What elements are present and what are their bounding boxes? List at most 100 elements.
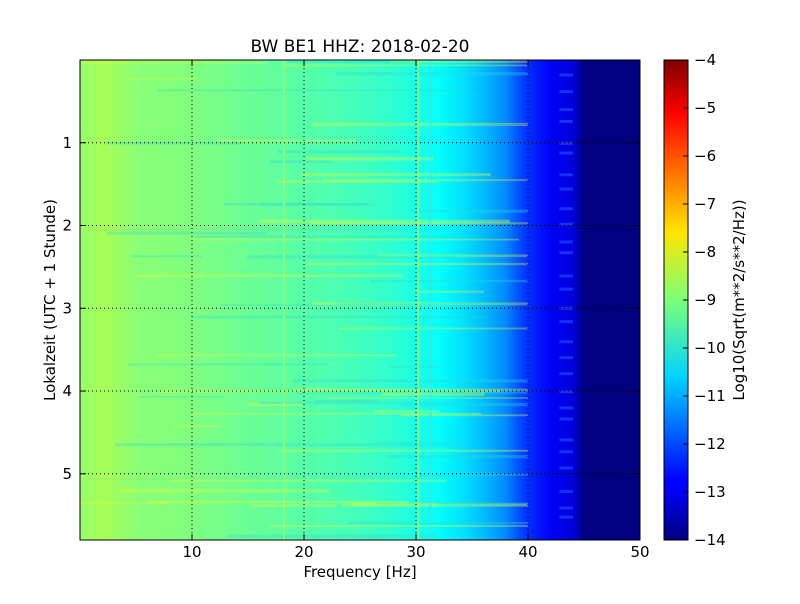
time-band (306, 157, 434, 161)
high-freq-band (559, 515, 573, 519)
time-band (336, 72, 528, 76)
x-tick-label: 10 (182, 543, 201, 561)
y-tick-label: 5 (62, 465, 72, 483)
colorbar-tick-label: −13 (694, 483, 726, 501)
time-band (311, 302, 528, 306)
colorbar: −4 −5 −6 −7 −8 −9 −10 −11 −12 −13 −14 Log10(Sqrt(m… (663, 51, 748, 549)
high-freq-band (559, 306, 573, 310)
frequency-artifacts (283, 60, 432, 540)
time-band (250, 504, 337, 507)
time-band (190, 315, 489, 319)
high-freq-band (559, 356, 573, 360)
time-band (377, 502, 528, 506)
time-band (277, 150, 401, 154)
high-freq-band (559, 417, 573, 421)
time-band (170, 479, 447, 482)
time-band (277, 180, 440, 183)
time-band (128, 363, 327, 366)
time-band (172, 425, 221, 427)
colorbar-ticks: −4 −5 −6 −7 −8 −9 −10 −11 −12 −13 −14 (683, 51, 726, 549)
chart-title: BW BE1 HHZ: 2018-02-20 (250, 37, 469, 57)
time-band (283, 64, 528, 67)
x-tick-label: 40 (518, 543, 537, 561)
high-freq-band (559, 173, 573, 177)
time-band (258, 219, 510, 223)
y-axis: 1 2 3 4 5 (62, 134, 640, 483)
high-freq-band (559, 320, 573, 324)
time-band (324, 179, 528, 182)
x-tick-label: 30 (406, 543, 425, 561)
time-band (400, 403, 528, 407)
high-freq-band (559, 222, 573, 226)
colorbar-tick-label: −9 (694, 291, 716, 309)
colorbar-tick-label: −7 (694, 195, 716, 213)
time-band (278, 449, 528, 452)
time-band (269, 160, 333, 164)
high-freq-band (559, 251, 573, 255)
plot-frame (79, 59, 641, 541)
y-axis-label: Lokalzeit (UTC + 1 Stunde) (41, 199, 59, 401)
high-freq-band (559, 466, 573, 470)
high-freq-band (559, 274, 573, 278)
time-band (292, 379, 528, 383)
time-band (378, 254, 528, 258)
time-band (135, 274, 404, 278)
time-band (119, 489, 329, 493)
time-band (381, 392, 485, 396)
time-band (387, 454, 528, 459)
time-band (374, 441, 457, 444)
time-band (216, 139, 357, 142)
time-band (106, 231, 267, 235)
time-band (314, 399, 378, 403)
high-freq-band (559, 151, 573, 155)
time-band (389, 60, 528, 63)
high-freq-band (559, 390, 573, 394)
time-band (155, 354, 396, 357)
time-band (262, 203, 375, 206)
colorbar-tick-label: −8 (694, 243, 716, 261)
time-band (311, 122, 528, 127)
y-tick-label: 4 (62, 382, 72, 400)
time-band (125, 77, 198, 80)
high-freq-band (559, 340, 573, 344)
time-band (192, 412, 482, 415)
time-band (260, 401, 454, 405)
y-tick-label: 3 (62, 299, 72, 317)
time-band (114, 443, 468, 447)
time-band (157, 89, 474, 92)
time-band (195, 235, 464, 238)
high-freq-band (559, 506, 573, 510)
time-band (227, 534, 436, 538)
colorbar-tick-label: −12 (694, 435, 726, 453)
time-band (413, 473, 528, 476)
time-band (296, 390, 528, 394)
time-band (287, 60, 410, 64)
time-band (82, 61, 266, 64)
high-freq-band (559, 287, 573, 291)
high-freq-band (559, 119, 573, 123)
high-freq-band (559, 90, 573, 94)
colorbar-label: Log10(Sqrt(m**2/s**2/Hz)) (730, 199, 748, 400)
high-freq-band (559, 406, 573, 410)
time-band (80, 502, 170, 504)
grid-lines (80, 60, 640, 540)
time-band (221, 304, 332, 306)
time-band (138, 395, 223, 398)
time-band (192, 238, 519, 241)
x-axis-label: Frequency [Hz] (303, 563, 416, 581)
x-axis: 10 20 30 40 50 (182, 60, 650, 561)
colorbar-tick-label: −14 (694, 531, 726, 549)
time-band (131, 255, 203, 258)
high-freq-band (559, 207, 573, 211)
y-tick-label: 2 (62, 217, 72, 235)
time-band (411, 209, 528, 213)
time-band (326, 397, 528, 399)
time-band (269, 524, 528, 527)
time-band (349, 521, 528, 525)
colorbar-tick-label: −5 (694, 99, 716, 117)
high-freq-band (559, 489, 573, 493)
time-band (147, 500, 409, 504)
x-tick-label: 50 (630, 543, 649, 561)
